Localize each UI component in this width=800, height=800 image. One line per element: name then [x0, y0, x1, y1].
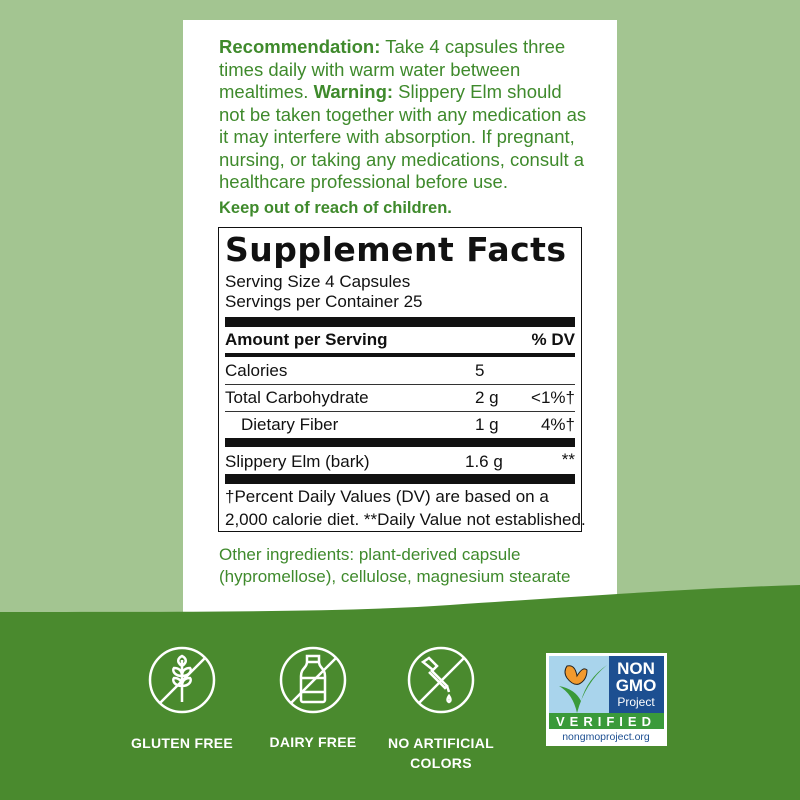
svg-text:GMO: GMO — [616, 676, 657, 695]
supplement-facts-panel: Supplement Facts Serving Size 4 Capsules… — [218, 227, 586, 532]
row-name: Dietary Fiber — [241, 415, 339, 434]
row-amount: 1.6 g — [465, 452, 503, 471]
row-name: Slippery Elm (bark) — [225, 452, 370, 471]
svg-text:Project: Project — [617, 695, 655, 709]
svg-text:nongmoproject.org: nongmoproject.org — [562, 731, 650, 743]
no-milk-bottle-icon — [279, 646, 347, 714]
row-divider — [225, 384, 575, 385]
facts-title: Supplement Facts — [225, 230, 567, 269]
no-wheat-icon — [148, 646, 216, 714]
keep-out-warning: Keep out of reach of children. — [219, 199, 452, 217]
dv-header: % DV — [531, 330, 575, 349]
row-dv: 4%† — [540, 415, 575, 434]
row-amount: 5 — [475, 361, 485, 380]
serving-size: Serving Size 4 Capsules — [225, 272, 411, 291]
footnote-line-1: †Percent Daily Values (DV) are based on … — [225, 487, 549, 506]
divider — [225, 474, 575, 484]
footnote-line-2: 2,000 calorie diet. **Daily Value not es… — [225, 510, 586, 529]
servings-per-container: Servings per Container 25 — [225, 292, 423, 311]
no-dropper-icon — [407, 646, 475, 714]
row-dv: ** — [561, 450, 575, 469]
row-name: Total Carbohydrate — [225, 388, 369, 407]
row-name: Calories — [225, 361, 288, 380]
divider — [225, 353, 575, 357]
divider — [225, 438, 575, 447]
svg-text:VERIFIED: VERIFIED — [556, 714, 656, 729]
non-gmo-project-verified-logo: NON GMO Project VERIFIED nongmoproject.o… — [546, 653, 667, 746]
amount-header: Amount per Serving — [225, 330, 388, 349]
directions-text: Recommendation: Take 4 capsules three ti… — [219, 36, 587, 192]
row-dv: <1%† — [531, 388, 575, 407]
badge-label: DAIRY FREE — [269, 734, 357, 750]
row-amount: 2 g — [475, 388, 499, 407]
badge-label: GLUTEN FREE — [130, 735, 234, 751]
row-amount: 1 g — [475, 415, 499, 434]
svg-text:NON: NON — [617, 659, 655, 678]
other-ingredients: Other ingredients: plant-derived capsule… — [219, 545, 571, 586]
row-divider — [225, 411, 575, 412]
divider — [225, 317, 575, 327]
badge-label: NO ARTIFICIAL COLORS — [387, 735, 495, 771]
